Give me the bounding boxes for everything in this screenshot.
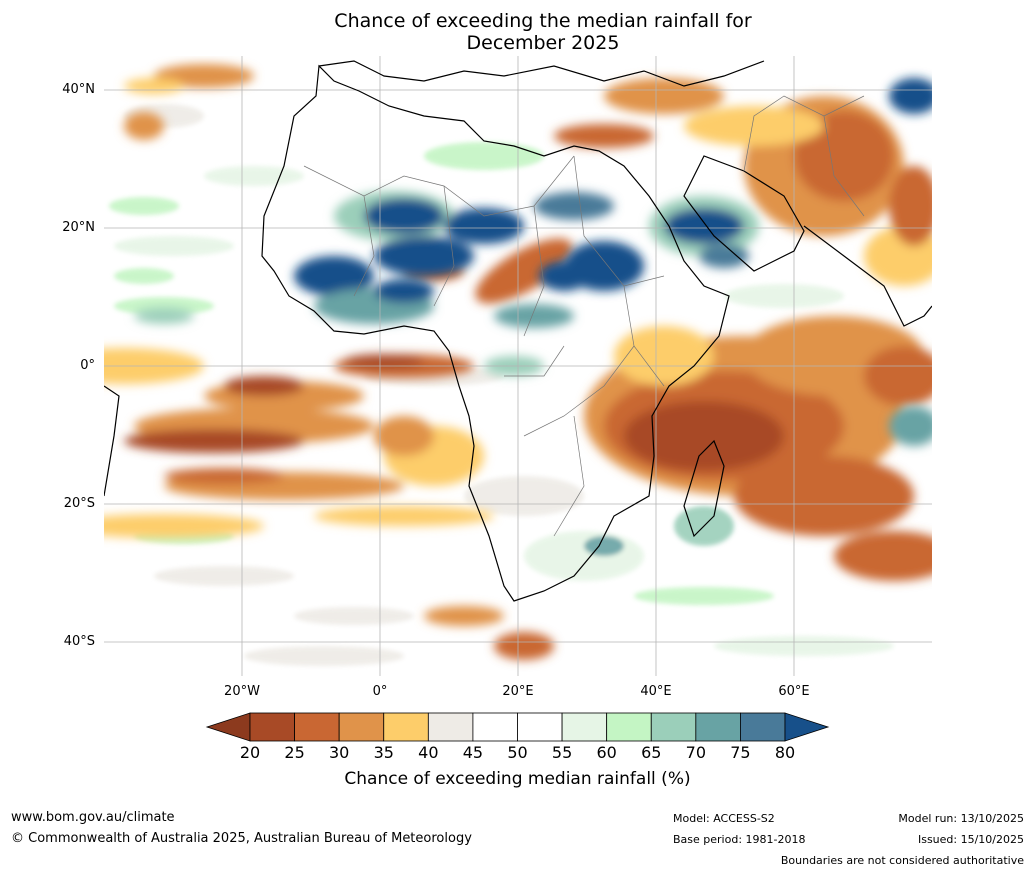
colorbar: [205, 712, 830, 742]
footer-disclaimer: Boundaries are not considered authoritat…: [780, 854, 1024, 867]
lon-label-20w: 20°W: [224, 684, 260, 699]
colorbar-extend-high: [784, 712, 830, 742]
colorbar-tick-label: 60: [596, 743, 617, 762]
lat-label-20s: 20°S: [63, 496, 95, 511]
colorbar-cell: [472, 712, 518, 742]
lat-label-40n: 40°N: [62, 82, 95, 97]
footer-base-period: Base period: 1981-2018: [673, 833, 806, 846]
colorbar-cell: [249, 712, 295, 742]
coastlines: [104, 60, 932, 602]
colorbar-tick-label: 65: [641, 743, 662, 762]
colorbar-tick-label: 80: [774, 743, 796, 762]
footer-copyright: © Commonwealth of Australia 2025, Austra…: [11, 831, 472, 846]
colorbar-tick-label: 25: [284, 743, 305, 762]
gridlines: [104, 56, 932, 676]
footer-model-run: Model run: 13/10/2025: [898, 812, 1024, 825]
background-patches: [109, 104, 894, 666]
lat-label-20n: 20°N: [62, 220, 95, 235]
colorbar-cell: [740, 712, 786, 742]
lon-label-0: 0°: [372, 684, 388, 699]
dry-regions: [104, 64, 932, 660]
map-title: Chance of exceeding the median rainfall …: [230, 10, 856, 54]
title-line-2: December 2025: [466, 32, 620, 54]
colorbar-cells: [205, 712, 830, 742]
colorbar-cell: [383, 712, 429, 742]
colorbar-cell: [427, 712, 474, 742]
rainfall-map: [104, 56, 932, 676]
colorbar-cell: [561, 712, 608, 742]
colorbar-label: Chance of exceeding median rainfall (%): [344, 769, 691, 789]
colorbar-tick-label: 45: [462, 743, 484, 762]
lon-label-60e: 60°E: [778, 684, 810, 699]
colorbar-cell: [294, 712, 340, 742]
colorbar-tick-label: 50: [507, 743, 528, 762]
footer-website: www.bom.gov.au/climate: [11, 810, 175, 825]
colorbar-tick-label: 35: [373, 743, 394, 762]
footer-model: Model: ACCESS-S2: [673, 812, 775, 825]
colorbar-extend-low: [205, 712, 251, 742]
colorbar-tick-label: 70: [685, 743, 706, 762]
footer-issued: Issued: 15/10/2025: [917, 833, 1024, 846]
colorbar-cell: [695, 712, 741, 742]
lon-label-40e: 40°E: [640, 684, 672, 699]
colorbar-tick-label: 40: [418, 743, 439, 762]
colorbar-tick-label: 75: [730, 743, 751, 762]
colorbar-tick-label: 20: [239, 743, 261, 762]
lon-label-20e: 20°E: [502, 684, 534, 699]
colorbar-tick-label: 30: [328, 743, 350, 762]
lat-label-0: 0°: [80, 358, 95, 373]
lat-label-40s: 40°S: [63, 634, 95, 649]
colorbar-cell: [338, 712, 385, 742]
colorbar-tick-label: 55: [551, 743, 573, 762]
colorbar-cell: [606, 712, 652, 742]
title-line-1: Chance of exceeding the median rainfall …: [334, 10, 752, 32]
country-borders: [303, 95, 865, 537]
map-svg: [104, 56, 932, 676]
colorbar-cell: [517, 712, 563, 742]
colorbar-cell: [650, 712, 697, 742]
